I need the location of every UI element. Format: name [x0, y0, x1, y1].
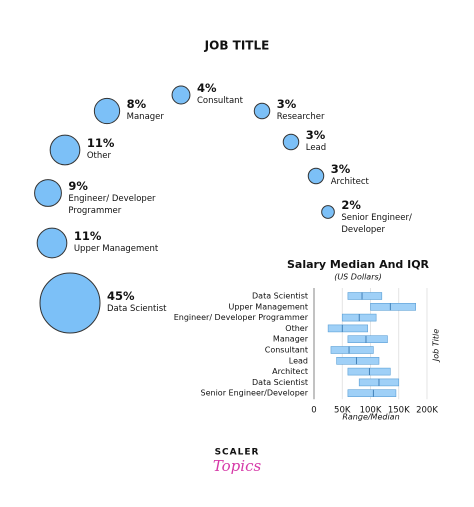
- y-tick-label: Upper Management: [229, 302, 308, 311]
- iqr-bar: [347, 389, 397, 398]
- x-axis-label: Range/Median: [342, 413, 399, 422]
- y-tick-label: Senior Engineer/Developer: [201, 389, 309, 398]
- y-tick-label: Data Scientist: [252, 378, 308, 387]
- bubble: [49, 134, 81, 166]
- value-label: 3%: [276, 97, 297, 111]
- iqr-bar: [327, 324, 368, 333]
- x-tick-label: 0: [311, 406, 316, 416]
- iqr-bar: [370, 302, 417, 311]
- iqr-bar: [336, 356, 380, 365]
- y-tick-label: Manager: [273, 335, 309, 344]
- value-label: 9%: [68, 179, 88, 193]
- x-tick-label: 50K: [334, 406, 351, 416]
- chart-title: JOB TITLE: [204, 39, 270, 53]
- value-label: 11%: [73, 229, 102, 243]
- category-label: Upper Management: [73, 244, 159, 254]
- x-tick-label: 200K: [416, 406, 438, 416]
- bubble: [36, 227, 68, 259]
- value-label: 3%: [330, 162, 351, 176]
- bubble: [39, 272, 101, 334]
- bubble: [93, 97, 121, 125]
- chart-subtitle: (US Dollars): [334, 273, 382, 282]
- category-label: Architect: [330, 177, 369, 187]
- bubble: [253, 102, 271, 120]
- logo-bottom: Topics: [213, 457, 262, 475]
- y-tick-label: Architect: [272, 367, 308, 376]
- category-label: Senior Engineer/ Developer: [341, 213, 412, 235]
- category-label: Engineer/ Developer Programmer: [68, 194, 156, 216]
- value-label: 2%: [341, 198, 361, 212]
- x-tick-label: 100K: [360, 406, 382, 416]
- value-label: 3%: [305, 128, 326, 142]
- y-axis-label: Job Title: [432, 329, 441, 363]
- y-tick-label: Other: [285, 324, 308, 333]
- iqr-bar: [347, 292, 383, 300]
- value-label: 11%: [86, 136, 115, 150]
- category-label: Consultant: [196, 96, 243, 106]
- logo-top: SCALER: [215, 448, 260, 458]
- category-label: Other: [86, 151, 111, 161]
- chart-title: Salary Median And IQR: [287, 258, 430, 271]
- value-label: 4%: [196, 81, 217, 95]
- y-tick-label: Engineer/ Developer Programmer: [174, 313, 309, 322]
- bubble: [307, 167, 325, 185]
- bubble: [282, 133, 300, 151]
- y-tick-label: Lead: [289, 356, 308, 365]
- x-tick-label: 150K: [388, 406, 410, 416]
- iqr-bar: [330, 346, 374, 354]
- bubble: [321, 205, 335, 219]
- y-tick-label: Consultant: [265, 346, 308, 355]
- iqr-bar: [347, 335, 388, 344]
- category-label: Manager: [126, 112, 164, 122]
- category-label: Data Scientist: [107, 304, 167, 314]
- value-label: 45%: [107, 289, 135, 303]
- y-tick-label: Data Scientist: [252, 292, 308, 301]
- value-label: 8%: [126, 97, 147, 111]
- category-label: Researcher: [276, 112, 325, 122]
- bubble: [34, 179, 62, 207]
- category-label: Lead: [305, 143, 327, 153]
- bubble: [171, 85, 191, 105]
